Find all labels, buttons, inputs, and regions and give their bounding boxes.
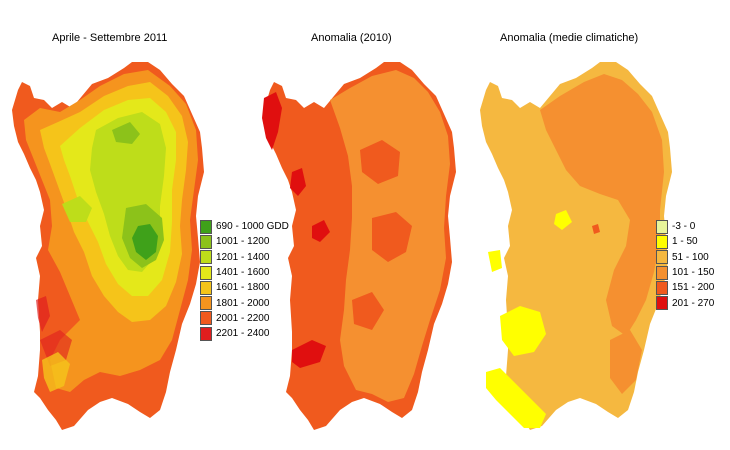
legend-swatch xyxy=(656,280,668,295)
legend-label: 1201 - 1400 xyxy=(216,251,270,263)
legend-label: 1401 - 1600 xyxy=(216,267,270,279)
map-gdd-2011 xyxy=(12,62,204,430)
zone-2010-151-200-south xyxy=(352,292,384,330)
zone-climate-1-50-oristano xyxy=(500,306,546,356)
legend-swatch xyxy=(200,280,212,295)
zone-2010-201-270-west xyxy=(290,168,306,196)
legend-item: 51 - 100 xyxy=(656,250,714,265)
legend-label: 1 - 50 xyxy=(672,236,698,248)
panel-title-anomaly-climate: Anomalia (medie climatiche) xyxy=(500,32,639,44)
legend-swatch xyxy=(656,250,668,265)
zone-1801-2000-southwest xyxy=(42,352,70,392)
zone-climate-101-150-southeast xyxy=(610,330,642,394)
legend-item: 1001 - 1200 xyxy=(200,234,289,249)
zone-climate-1-50-center xyxy=(554,210,572,230)
legend-swatch xyxy=(200,219,212,234)
legend-item: 101 - 150 xyxy=(656,265,714,280)
legend-swatch xyxy=(656,296,668,311)
zone-climate-1-50-west xyxy=(488,250,502,272)
panel-title-anomaly-2010: Anomalia (2010) xyxy=(311,32,392,44)
zone-2201-2400-coast xyxy=(36,296,50,332)
legend-label: 1001 - 1200 xyxy=(216,236,270,248)
zone-climate-151-200-spot xyxy=(592,224,600,234)
legend-label: 101 - 150 xyxy=(672,267,715,279)
zone-2010-201-270-northwest xyxy=(262,92,282,150)
zone-2010-201-270-oristano xyxy=(312,220,330,242)
legend-item: 151 - 200 xyxy=(656,280,714,295)
legend-item: 201 - 270 xyxy=(656,295,715,311)
legend-label: 151 - 200 xyxy=(672,282,715,294)
legend-item: 1201 - 1400 xyxy=(200,250,289,265)
legend-swatch xyxy=(656,219,668,234)
zone-1401-1600-west xyxy=(62,196,92,222)
zone-climate-51-100-inner xyxy=(574,204,622,266)
legend-item: 1801 - 2000 xyxy=(200,295,289,311)
legend-item: 2201 - 2400 xyxy=(200,326,289,341)
zone-690-1000 xyxy=(132,224,158,260)
zone-2010-151-200-center xyxy=(372,212,412,262)
legend-label: 1601 - 1800 xyxy=(216,282,270,294)
panel-title-gdd-2011: Aprile - Settembre 2011 xyxy=(52,32,168,44)
zone-2010-201-270-southwest xyxy=(292,340,326,368)
legend-swatch xyxy=(200,326,212,341)
legend-swatch xyxy=(200,296,212,311)
legend-label: 2001 - 2200 xyxy=(216,312,270,324)
legend-swatch xyxy=(200,250,212,265)
zone-climate-101-150-east xyxy=(540,74,664,336)
zone-1201-1400-north xyxy=(112,122,140,144)
legend-label: 2201 - 2400 xyxy=(216,328,270,340)
legend-label: -3 - 0 xyxy=(672,221,696,233)
legend-label: 51 - 100 xyxy=(672,251,709,263)
legend-item: -3 - 0 xyxy=(656,219,714,234)
zone-2010-151-200-east xyxy=(360,140,400,184)
legend-item: 690 - 1000 GDD xyxy=(200,219,289,234)
legend-swatch xyxy=(656,265,668,280)
map-anomaly-2010 xyxy=(262,62,456,430)
legend-swatch xyxy=(200,311,212,326)
legend-label: 1801 - 2000 xyxy=(216,297,270,309)
legend-item: 1601 - 1800 xyxy=(200,280,289,295)
legend-swatch xyxy=(200,234,212,249)
legend-swatch xyxy=(200,265,212,280)
legend-gdd: 690 - 1000 GDD 1001 - 1200 1201 - 1400 1… xyxy=(200,219,289,341)
map-anomaly-climate xyxy=(480,62,672,430)
zone-climate-1-50-southwest xyxy=(486,368,546,428)
legend-item: 1 - 50 xyxy=(656,234,714,249)
legend-label: 201 - 270 xyxy=(672,297,715,309)
legend-label: 690 - 1000 GDD xyxy=(216,221,289,233)
legend-item: 1401 - 1600 xyxy=(200,265,289,280)
legend-item: 2001 - 2200 xyxy=(200,311,289,326)
legend-anomaly: -3 - 0 1 - 50 51 - 100 101 - 150 151 - 2… xyxy=(656,219,714,311)
legend-swatch xyxy=(656,234,668,249)
